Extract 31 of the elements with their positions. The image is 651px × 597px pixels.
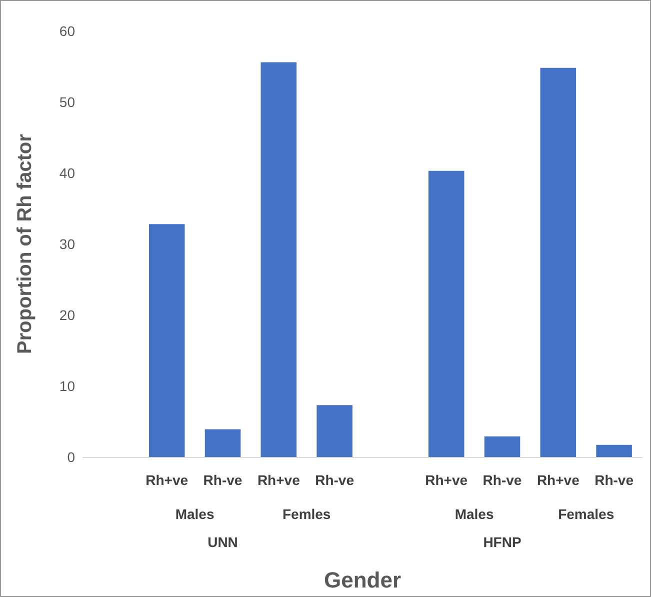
y-tick-label: 40 [59,165,76,181]
y-tick-label: 20 [59,307,76,323]
x-tick-label: Rh+ve [146,472,188,488]
y-tick-label: 0 [67,449,76,465]
bar [484,436,520,457]
y-tick-label: 30 [59,236,76,252]
bar [260,62,297,457]
y-tick-label: 50 [59,94,76,110]
x-tick-label: Rh+ve [425,472,468,488]
bar [540,68,576,457]
x-tick-label: Rh+ve [257,472,300,488]
x-tick-label: Rh-ve [482,472,522,488]
text: Femles [282,506,331,522]
text: HFNP [483,534,522,550]
bar [316,405,352,457]
y-axis-title: Proportion of Rh factor [14,134,36,354]
text: Females [558,506,614,522]
x-tick-label: Rh-ve [594,472,634,488]
y-tick-label: 60 [59,23,76,39]
bar [204,429,241,457]
text: UNN [208,534,238,550]
x-tick-label: Rh-ve [203,472,242,488]
text: Males [175,506,214,522]
bar [148,224,185,457]
bar [428,170,464,457]
text: Males [454,506,494,522]
x-tick-label: Rh+ve [536,472,580,488]
bar [596,444,632,457]
x-axis-title: Gender [324,568,402,592]
y-tick-label: 10 [59,378,76,394]
x-tick-label: Rh-ve [315,472,354,488]
